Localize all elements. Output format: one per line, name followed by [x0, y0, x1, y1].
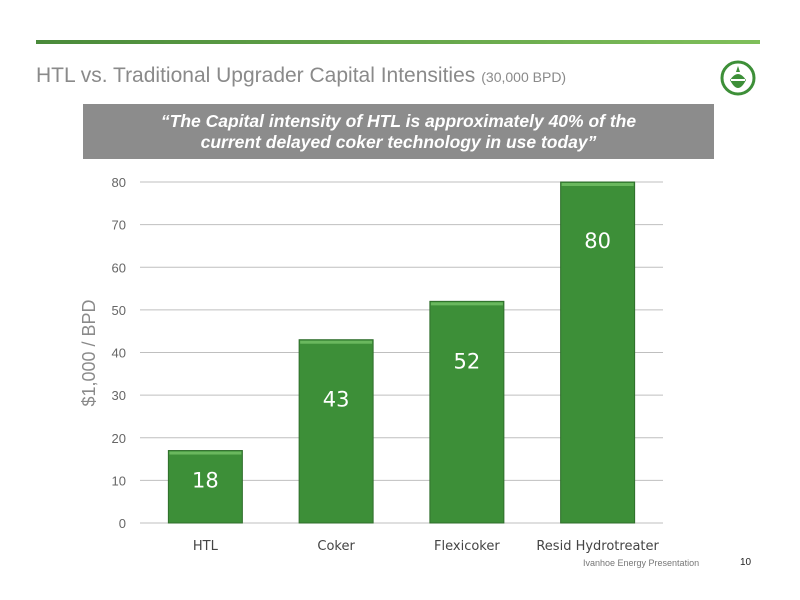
y-tick-label: 20	[112, 431, 126, 446]
data-label: 18	[192, 469, 219, 493]
quote-box: “The Capital intensity of HTL is approxi…	[83, 104, 714, 159]
y-tick-label: 70	[112, 218, 126, 233]
ivanhoe-leaf-logo-icon	[720, 60, 756, 96]
bar-highlight	[300, 340, 373, 344]
bar-highlight	[561, 183, 634, 186]
y-tick-label: 50	[112, 303, 126, 318]
y-tick-label: 10	[112, 473, 126, 488]
y-tick-label: 80	[112, 175, 126, 190]
bar-highlight	[169, 451, 242, 455]
footer-text: Ivanhoe Energy Presentation	[583, 558, 700, 568]
y-axis-label: $1,000 / BPD	[79, 299, 99, 406]
slide-title: HTL vs. Traditional Upgrader Capital Int…	[36, 64, 566, 88]
x-tick-label: Flexicoker	[434, 539, 500, 554]
bar	[298, 339, 374, 524]
bar	[429, 300, 505, 524]
bar	[167, 450, 243, 524]
bar-highlight	[430, 302, 503, 306]
y-tick-label: 0	[119, 516, 126, 531]
bar	[560, 181, 636, 524]
y-tick-label: 30	[112, 388, 126, 403]
x-tick-label: Coker	[317, 539, 355, 554]
title-text: HTL vs. Traditional Upgrader Capital Int…	[36, 64, 476, 87]
y-tick-label: 40	[112, 346, 126, 361]
page-number: 10	[740, 557, 752, 568]
x-tick-label: HTL	[193, 539, 219, 554]
quote-line-1: “The Capital intensity of HTL is approxi…	[160, 110, 637, 131]
x-tick-label: Resid Hydrotreater	[536, 539, 659, 554]
data-label: 43	[323, 388, 350, 412]
title-subtitle: (30,000 BPD)	[481, 69, 567, 85]
data-label: 80	[584, 229, 611, 253]
quote-line-2: current delayed coker technology in use …	[200, 131, 597, 152]
top-rule	[36, 40, 760, 44]
y-tick-label: 60	[112, 260, 126, 275]
quote-text: “The Capital intensity of HTL is approxi…	[99, 111, 699, 153]
data-label: 52	[454, 349, 481, 373]
